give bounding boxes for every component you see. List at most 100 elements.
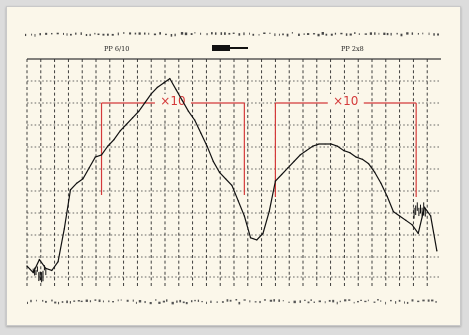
header-dot (56, 32, 59, 35)
footer-dot (406, 301, 409, 304)
trace-point (187, 110, 190, 113)
trace-point (38, 258, 41, 261)
header-dot (354, 32, 356, 34)
trace-point (380, 182, 382, 184)
footer-dot (307, 301, 310, 304)
header-dot (97, 33, 100, 36)
trace-point (113, 138, 115, 141)
header-dot (286, 33, 289, 37)
footer-dot (263, 299, 266, 301)
trace-point (287, 167, 289, 169)
footer-dot (288, 301, 290, 303)
header-dot (224, 32, 226, 35)
trace-point (144, 101, 146, 104)
trace-point (26, 265, 28, 267)
trace-point (125, 123, 128, 126)
trace-point (175, 88, 177, 91)
trace-point (429, 215, 432, 217)
trace-point (243, 215, 246, 217)
footer-dot (30, 299, 32, 303)
footer-dot (206, 301, 207, 305)
footer-dot (313, 301, 315, 303)
footer-dot (179, 299, 182, 303)
footer-dot (112, 301, 115, 303)
trace-point (63, 228, 65, 230)
annotation-label: ×10 (160, 94, 185, 108)
footer-dot (278, 299, 281, 302)
trace-point (107, 145, 109, 147)
trace-point (305, 149, 308, 152)
footer-dot (398, 299, 401, 302)
header-dot (263, 32, 266, 34)
trace-point (212, 160, 214, 163)
footer-dot (89, 300, 92, 303)
trace-point (156, 86, 159, 89)
trace-point (131, 117, 134, 119)
footer-dot (427, 299, 430, 302)
footer-dot (395, 301, 397, 304)
footer-dot (344, 299, 347, 302)
footer-dots (27, 299, 437, 305)
footer-dot (185, 301, 188, 305)
header-dot (106, 33, 109, 36)
footer-dot (210, 300, 212, 303)
trace-point (374, 171, 376, 174)
footer-dot (98, 299, 101, 303)
footer-dot (35, 299, 37, 302)
trace-point (231, 184, 233, 187)
trace-point (193, 119, 196, 121)
trace-point (94, 156, 97, 158)
annotation-label: ×10 (333, 94, 358, 108)
footer-dot (431, 299, 434, 302)
footer-dot (138, 300, 142, 303)
trace-point (75, 182, 78, 184)
header-dot (220, 32, 223, 35)
header-dot (386, 32, 389, 36)
trace-point (262, 232, 264, 235)
header-dot (80, 32, 82, 35)
footer-dot (54, 301, 57, 304)
footer-dot (238, 301, 241, 305)
footer-dot (58, 301, 60, 305)
header-label-right: PP 2x8 (341, 45, 364, 53)
footer-dot (336, 301, 338, 305)
header-dot (174, 33, 176, 37)
trace-point (119, 130, 121, 132)
footer-dot (85, 299, 88, 302)
footer-dot (348, 299, 351, 301)
footer-dot (229, 299, 232, 302)
trace-point (398, 215, 401, 217)
footer-dot (377, 299, 379, 301)
header-dot (437, 33, 439, 36)
header-dot (34, 33, 36, 37)
header-dot (274, 33, 276, 37)
footer-dot (69, 301, 71, 304)
trace-point (324, 143, 326, 145)
header-dot (75, 32, 77, 35)
header-dot (312, 33, 316, 35)
footer-dot (332, 299, 335, 303)
footer-dot (120, 299, 122, 301)
annotation-bg (154, 94, 191, 107)
header-dot (153, 33, 157, 36)
trace (26, 77, 438, 283)
header-dot (390, 32, 392, 36)
trace-point (218, 171, 221, 174)
footer-dot (304, 299, 306, 302)
header-dot (206, 33, 208, 36)
header-dot (138, 32, 141, 35)
header-dot (194, 32, 196, 34)
header-dot (303, 33, 305, 35)
footer-dot (339, 300, 341, 303)
footer-dot (221, 301, 224, 303)
footer-dot (149, 301, 152, 305)
header-dot (243, 32, 245, 36)
footer-dot (235, 299, 238, 301)
footer-dot (216, 301, 218, 303)
footer-dot (328, 299, 331, 302)
footer-dot (45, 300, 47, 303)
header-dot (184, 32, 188, 36)
footer-dot (357, 300, 359, 303)
footer-dot (243, 299, 246, 301)
